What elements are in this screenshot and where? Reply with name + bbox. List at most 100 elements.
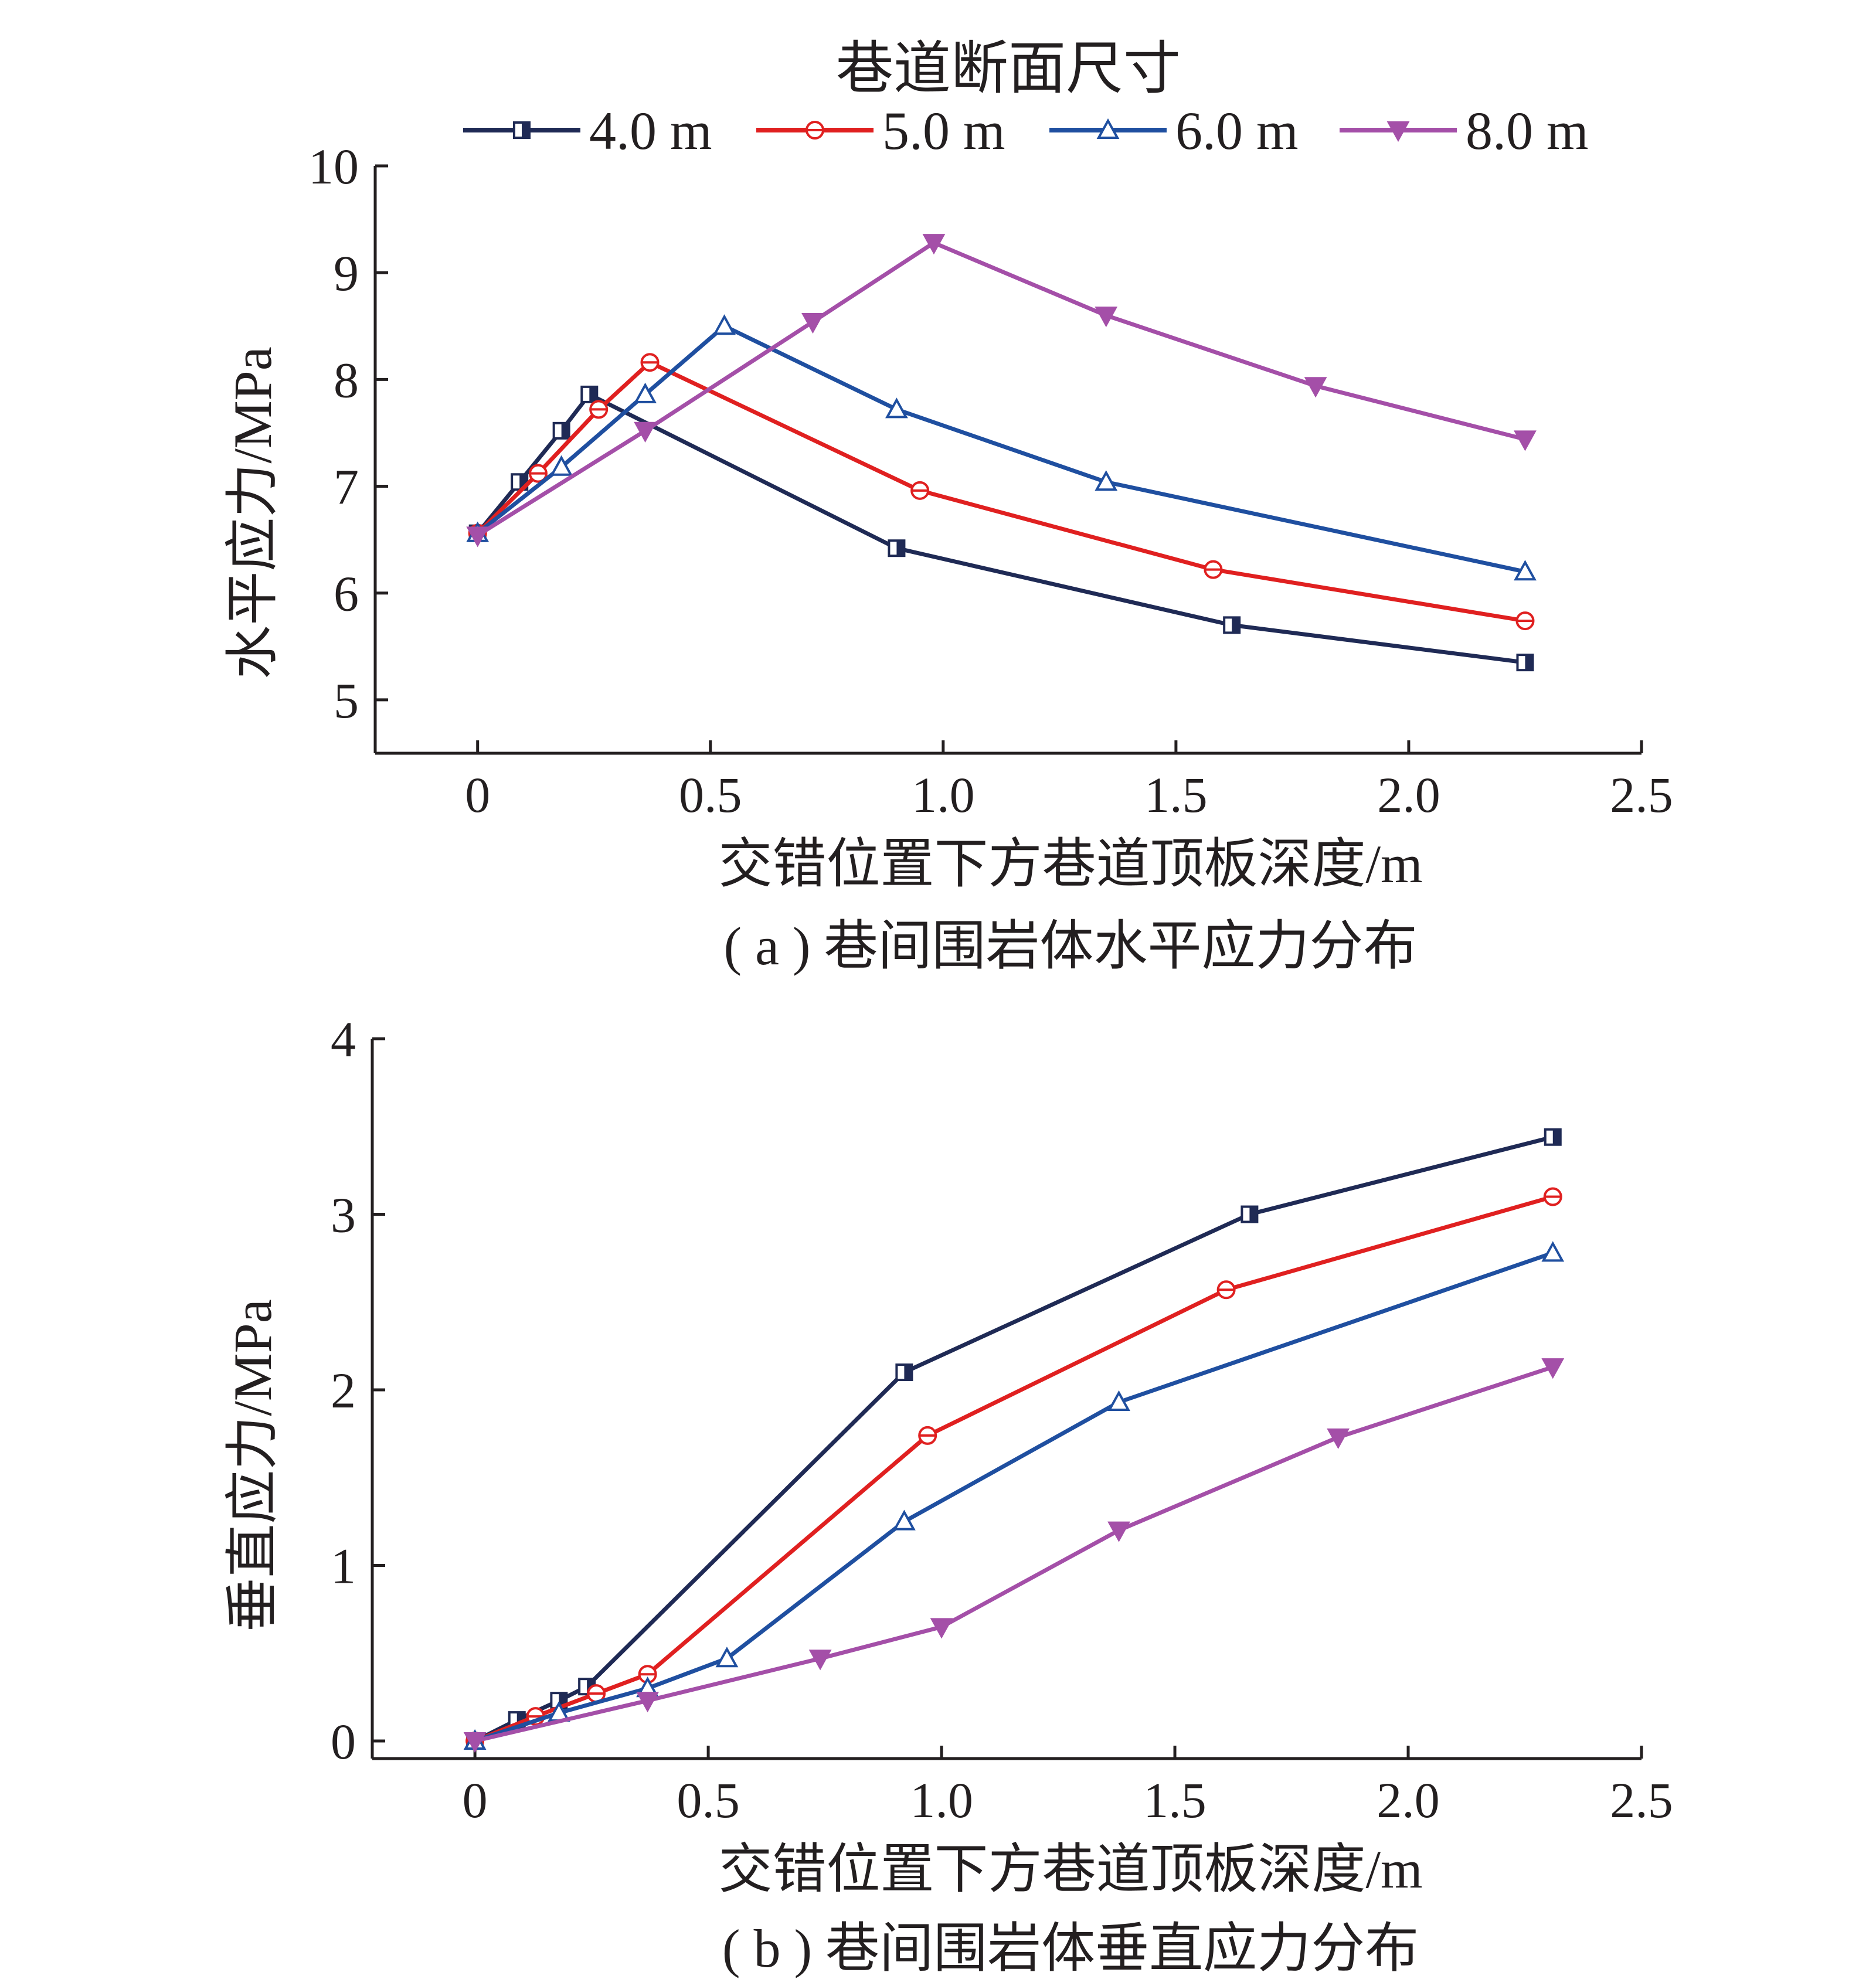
- data-point: [1327, 1428, 1350, 1450]
- legend-entry: 8.0 m: [1340, 101, 1589, 161]
- legend-entry: 6.0 m: [1049, 101, 1299, 161]
- data-point: [1514, 430, 1537, 451]
- data-point: [634, 382, 657, 403]
- data-point: [636, 1692, 660, 1713]
- data-point: [1541, 1241, 1565, 1262]
- legend-entries: 4.0 m 5.0 m 6.0 m 8.0 m: [463, 101, 1589, 161]
- data-point: [1223, 616, 1241, 634]
- chart-horizontal-stress: ( a ) 巷间围岩体水平应力分布 交错位置下方巷道顶板深度/m 水平应力/MP…: [223, 138, 1673, 976]
- legend-marker: [806, 121, 824, 140]
- chart-b-xlabel: 交错位置下方巷道顶板深度/m: [718, 1839, 1422, 1899]
- data-point: [552, 421, 570, 440]
- y-tick-label: 10: [308, 138, 359, 195]
- y-tick-label: 7: [334, 459, 359, 515]
- data-point: [1095, 307, 1118, 328]
- series-8-0-m: [466, 234, 1537, 547]
- legend-entry: 5.0 m: [756, 101, 1005, 161]
- data-point: [1544, 1128, 1562, 1146]
- y-tick-label: 2: [331, 1362, 356, 1419]
- data-point: [638, 1665, 657, 1684]
- chart-b-caption: ( b ) 巷间围岩体垂直应力分布: [722, 1919, 1419, 1978]
- data-point: [918, 1426, 937, 1445]
- y-tick-label: 1: [331, 1538, 356, 1594]
- data-point: [808, 1650, 832, 1671]
- data-point: [713, 314, 736, 335]
- axes: 0 1 2 3 4 0 0.5 1.0 1.5 2.0 2.5: [331, 1011, 1673, 1828]
- data-point: [1241, 1205, 1259, 1223]
- data-point: [910, 481, 930, 500]
- x-tick-label: 0.5: [677, 1772, 740, 1828]
- data-point: [1107, 1521, 1130, 1542]
- series-5-0-m: [465, 1187, 1562, 1751]
- y-tick-label: 6: [334, 566, 359, 622]
- y-tick-label: 4: [331, 1011, 356, 1067]
- x-tick-label: 2.0: [1377, 1772, 1440, 1828]
- legend-marker: [1386, 121, 1410, 142]
- y-tick-label: 8: [334, 352, 359, 408]
- x-tick-label: 0.5: [679, 767, 742, 823]
- series-line: [475, 392, 1525, 665]
- series-line: [474, 1195, 1554, 1743]
- chart-a-xlabel: 交错位置下方巷道顶板深度/m: [718, 834, 1422, 894]
- y-tick-label: 0: [331, 1713, 356, 1770]
- data-point: [895, 1363, 913, 1382]
- x-tick-label: 1.0: [910, 1772, 973, 1828]
- legend-label: 5.0 m: [882, 101, 1005, 161]
- data-point: [640, 353, 660, 372]
- x-tick-label: 2.5: [1610, 1772, 1673, 1828]
- series-line: [474, 1135, 1554, 1743]
- chart-a-ylabel: 水平应力/MPa: [223, 346, 283, 679]
- x-tick-label: 2.0: [1377, 767, 1440, 823]
- data-point: [466, 526, 490, 547]
- chart-a-caption: ( a ) 巷间围岩体水平应力分布: [723, 916, 1417, 976]
- series-line: [474, 1365, 1554, 1743]
- series-4-0-m: [466, 1128, 1562, 1750]
- legend-label: 6.0 m: [1175, 101, 1299, 161]
- series-8-0-m: [463, 1358, 1565, 1753]
- x-tick-label: 2.5: [1610, 767, 1673, 823]
- legend-entry: 4.0 m: [463, 101, 712, 161]
- legend: 巷道断面尺寸 4.0 m 5.0 m 6.0 m 8.0 m: [463, 38, 1589, 161]
- legend-label: 8.0 m: [1466, 101, 1589, 161]
- data-point: [1516, 654, 1534, 672]
- legend-marker: [513, 121, 531, 139]
- series-5-0-m: [468, 353, 1535, 631]
- data-point: [1095, 470, 1118, 491]
- data-point: [801, 312, 824, 334]
- data-point: [550, 455, 573, 476]
- x-tick-label: 0: [465, 767, 490, 823]
- data-point: [1204, 560, 1223, 579]
- data-point: [888, 539, 906, 557]
- data-point: [528, 464, 548, 483]
- data-point: [715, 1647, 739, 1668]
- y-tick-label: 9: [334, 245, 359, 301]
- data-point: [1541, 1358, 1565, 1379]
- chart-b-ylabel: 垂直应力/MPa: [223, 1299, 283, 1631]
- legend-label: 4.0 m: [589, 101, 712, 161]
- legend-title: 巷道断面尺寸: [836, 38, 1181, 101]
- axes: 5 6 7 8 9 10 0 0.5 1.0 1.5 2.0 2.5: [308, 138, 1673, 823]
- x-tick-label: 1.5: [1144, 767, 1208, 823]
- data-point: [634, 421, 657, 443]
- data-point: [463, 1732, 487, 1753]
- data-point: [589, 400, 609, 419]
- x-tick-label: 0: [463, 1772, 488, 1828]
- data-point: [1107, 1390, 1130, 1411]
- series-6-0-m: [466, 314, 1537, 581]
- chart-vertical-stress: ( b ) 巷间围岩体垂直应力分布 交错位置下方巷道顶板深度/m 垂直应力/MP…: [223, 1011, 1673, 1978]
- x-tick-label: 1.0: [912, 767, 975, 823]
- series-line: [474, 1251, 1554, 1743]
- legend-marker: [1096, 118, 1120, 139]
- series-line: [476, 240, 1526, 538]
- y-tick-label: 5: [334, 672, 359, 729]
- data-point: [580, 385, 599, 403]
- data-point: [1304, 377, 1327, 398]
- series-6-0-m: [463, 1241, 1565, 1750]
- data-point: [893, 1509, 916, 1531]
- data-point: [1543, 1187, 1562, 1206]
- y-tick-label: 3: [331, 1187, 356, 1243]
- data-point: [922, 234, 946, 255]
- data-point: [1515, 611, 1535, 631]
- data-point: [1216, 1280, 1236, 1300]
